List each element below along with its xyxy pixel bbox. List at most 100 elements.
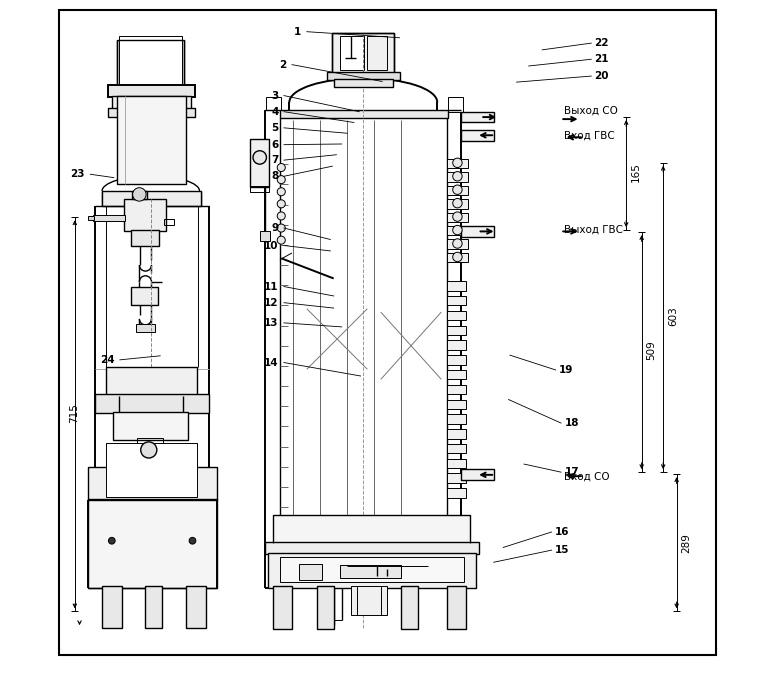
Text: 8: 8 bbox=[271, 172, 278, 181]
Bar bbox=[446, 586, 466, 629]
Bar bbox=[131, 287, 157, 305]
Bar bbox=[88, 466, 217, 500]
Circle shape bbox=[453, 199, 462, 208]
Circle shape bbox=[277, 188, 285, 196]
Circle shape bbox=[277, 212, 285, 220]
Bar bbox=[446, 281, 466, 291]
Circle shape bbox=[189, 538, 196, 544]
Bar bbox=[446, 384, 466, 394]
Text: 24: 24 bbox=[100, 355, 115, 365]
Text: Вход ГВС: Вход ГВС bbox=[563, 131, 615, 141]
Circle shape bbox=[453, 252, 462, 262]
Circle shape bbox=[453, 158, 462, 167]
Bar bbox=[117, 96, 186, 184]
Bar bbox=[109, 85, 195, 97]
Bar bbox=[446, 226, 468, 235]
Bar bbox=[102, 586, 122, 628]
Circle shape bbox=[277, 236, 285, 244]
Bar bbox=[446, 399, 466, 409]
Circle shape bbox=[109, 538, 115, 544]
Bar bbox=[113, 412, 188, 440]
Text: 7: 7 bbox=[271, 155, 278, 165]
Bar bbox=[367, 37, 388, 70]
Bar bbox=[109, 108, 195, 117]
Bar bbox=[265, 542, 479, 554]
Circle shape bbox=[277, 163, 285, 172]
Bar bbox=[260, 231, 270, 241]
Circle shape bbox=[253, 151, 267, 164]
Text: 20: 20 bbox=[594, 71, 609, 81]
Circle shape bbox=[453, 212, 462, 221]
Bar bbox=[164, 219, 174, 224]
Bar bbox=[112, 96, 191, 109]
Text: 16: 16 bbox=[555, 527, 570, 537]
Bar bbox=[446, 239, 468, 249]
Text: 13: 13 bbox=[264, 318, 278, 328]
Bar bbox=[132, 191, 146, 199]
Bar bbox=[350, 586, 388, 615]
Bar bbox=[327, 72, 400, 80]
Bar bbox=[461, 130, 494, 140]
Circle shape bbox=[141, 442, 157, 458]
Bar bbox=[446, 488, 466, 498]
Text: 23: 23 bbox=[71, 170, 85, 179]
Bar bbox=[446, 340, 466, 350]
Text: 9: 9 bbox=[271, 223, 278, 233]
Bar bbox=[446, 473, 466, 483]
Bar bbox=[102, 191, 202, 206]
Circle shape bbox=[277, 224, 285, 232]
Circle shape bbox=[453, 239, 462, 248]
Bar bbox=[461, 226, 494, 237]
Bar bbox=[334, 79, 393, 87]
Circle shape bbox=[133, 188, 146, 201]
Bar bbox=[446, 414, 466, 424]
Text: 289: 289 bbox=[681, 533, 691, 553]
Bar bbox=[88, 216, 95, 220]
Bar bbox=[280, 111, 448, 119]
Text: 11: 11 bbox=[264, 281, 278, 292]
Circle shape bbox=[277, 200, 285, 208]
Circle shape bbox=[453, 225, 462, 235]
Bar bbox=[446, 253, 468, 262]
Bar bbox=[401, 586, 418, 629]
Text: 603: 603 bbox=[668, 306, 678, 326]
Bar bbox=[340, 565, 401, 578]
Text: 18: 18 bbox=[564, 418, 579, 428]
Bar bbox=[446, 370, 466, 380]
Bar bbox=[250, 186, 269, 193]
Text: 17: 17 bbox=[564, 467, 579, 477]
Text: 4: 4 bbox=[271, 106, 278, 117]
Text: 12: 12 bbox=[264, 298, 278, 308]
Bar bbox=[106, 367, 197, 396]
Bar bbox=[250, 138, 269, 187]
Bar bbox=[106, 443, 197, 497]
Text: 509: 509 bbox=[646, 340, 656, 360]
Bar bbox=[267, 97, 281, 111]
Bar bbox=[273, 515, 470, 544]
Text: 1: 1 bbox=[294, 26, 301, 37]
Text: 10: 10 bbox=[264, 241, 278, 251]
Bar bbox=[446, 199, 468, 209]
Bar bbox=[461, 469, 494, 480]
Text: 3: 3 bbox=[271, 91, 278, 100]
Circle shape bbox=[277, 176, 285, 184]
Text: 715: 715 bbox=[69, 403, 79, 423]
Bar bbox=[446, 159, 468, 168]
Bar bbox=[131, 230, 159, 246]
Bar bbox=[446, 186, 468, 195]
Bar bbox=[446, 429, 466, 439]
Bar bbox=[93, 215, 125, 221]
Text: 2: 2 bbox=[279, 60, 287, 70]
Bar bbox=[317, 586, 334, 629]
Text: 14: 14 bbox=[264, 357, 278, 367]
Bar bbox=[448, 97, 463, 112]
Bar bbox=[298, 563, 322, 580]
Bar bbox=[137, 438, 163, 450]
Bar bbox=[136, 324, 155, 332]
Circle shape bbox=[453, 172, 462, 181]
Bar bbox=[186, 586, 206, 628]
Text: 5: 5 bbox=[271, 123, 278, 133]
Bar bbox=[461, 112, 494, 123]
Bar bbox=[268, 553, 477, 588]
Text: 22: 22 bbox=[594, 38, 609, 48]
